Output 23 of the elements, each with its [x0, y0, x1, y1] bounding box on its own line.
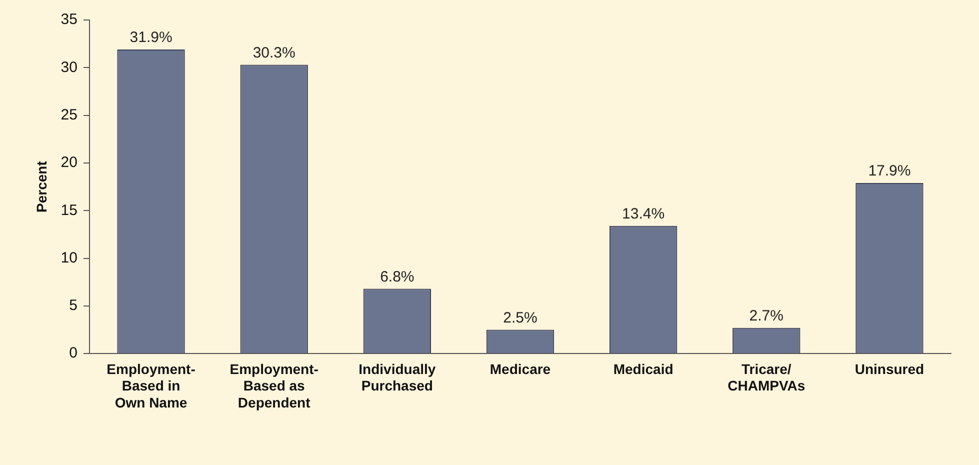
y-tick-label: 25: [60, 106, 78, 124]
x-tick-label: Employment- Based in Own Name: [106, 360, 196, 410]
y-tick-label: 5: [69, 297, 78, 314]
y-tick-label: 10: [60, 249, 78, 266]
data-label: 13.4%: [622, 206, 665, 223]
x-tick-label: Individually Purchased: [358, 360, 436, 394]
y-tick-label: 35: [60, 11, 78, 28]
y-axis-title: Percent: [33, 160, 50, 212]
data-label: 2.7%: [749, 308, 784, 325]
x-tick-label: Tricare/ CHAMPVAs: [728, 360, 806, 394]
data-label: 31.9%: [130, 29, 172, 46]
data-label: 30.3%: [252, 44, 296, 62]
y-tick-label: 30: [60, 58, 78, 76]
y-tick-label: 20: [60, 154, 78, 172]
data-label: 6.8%: [380, 268, 414, 286]
x-tick-label: Medicaid: [613, 360, 674, 377]
data-label: 2.5%: [503, 309, 538, 326]
x-tick-label: Uninsured: [854, 360, 924, 377]
y-tick-label: 15: [60, 202, 78, 219]
data-label: 17.9%: [868, 162, 911, 180]
x-tick-label: Medicare: [490, 360, 551, 377]
y-tick-label: 0: [69, 344, 78, 362]
x-tick-label: Employment- Based as Dependent: [230, 360, 319, 410]
